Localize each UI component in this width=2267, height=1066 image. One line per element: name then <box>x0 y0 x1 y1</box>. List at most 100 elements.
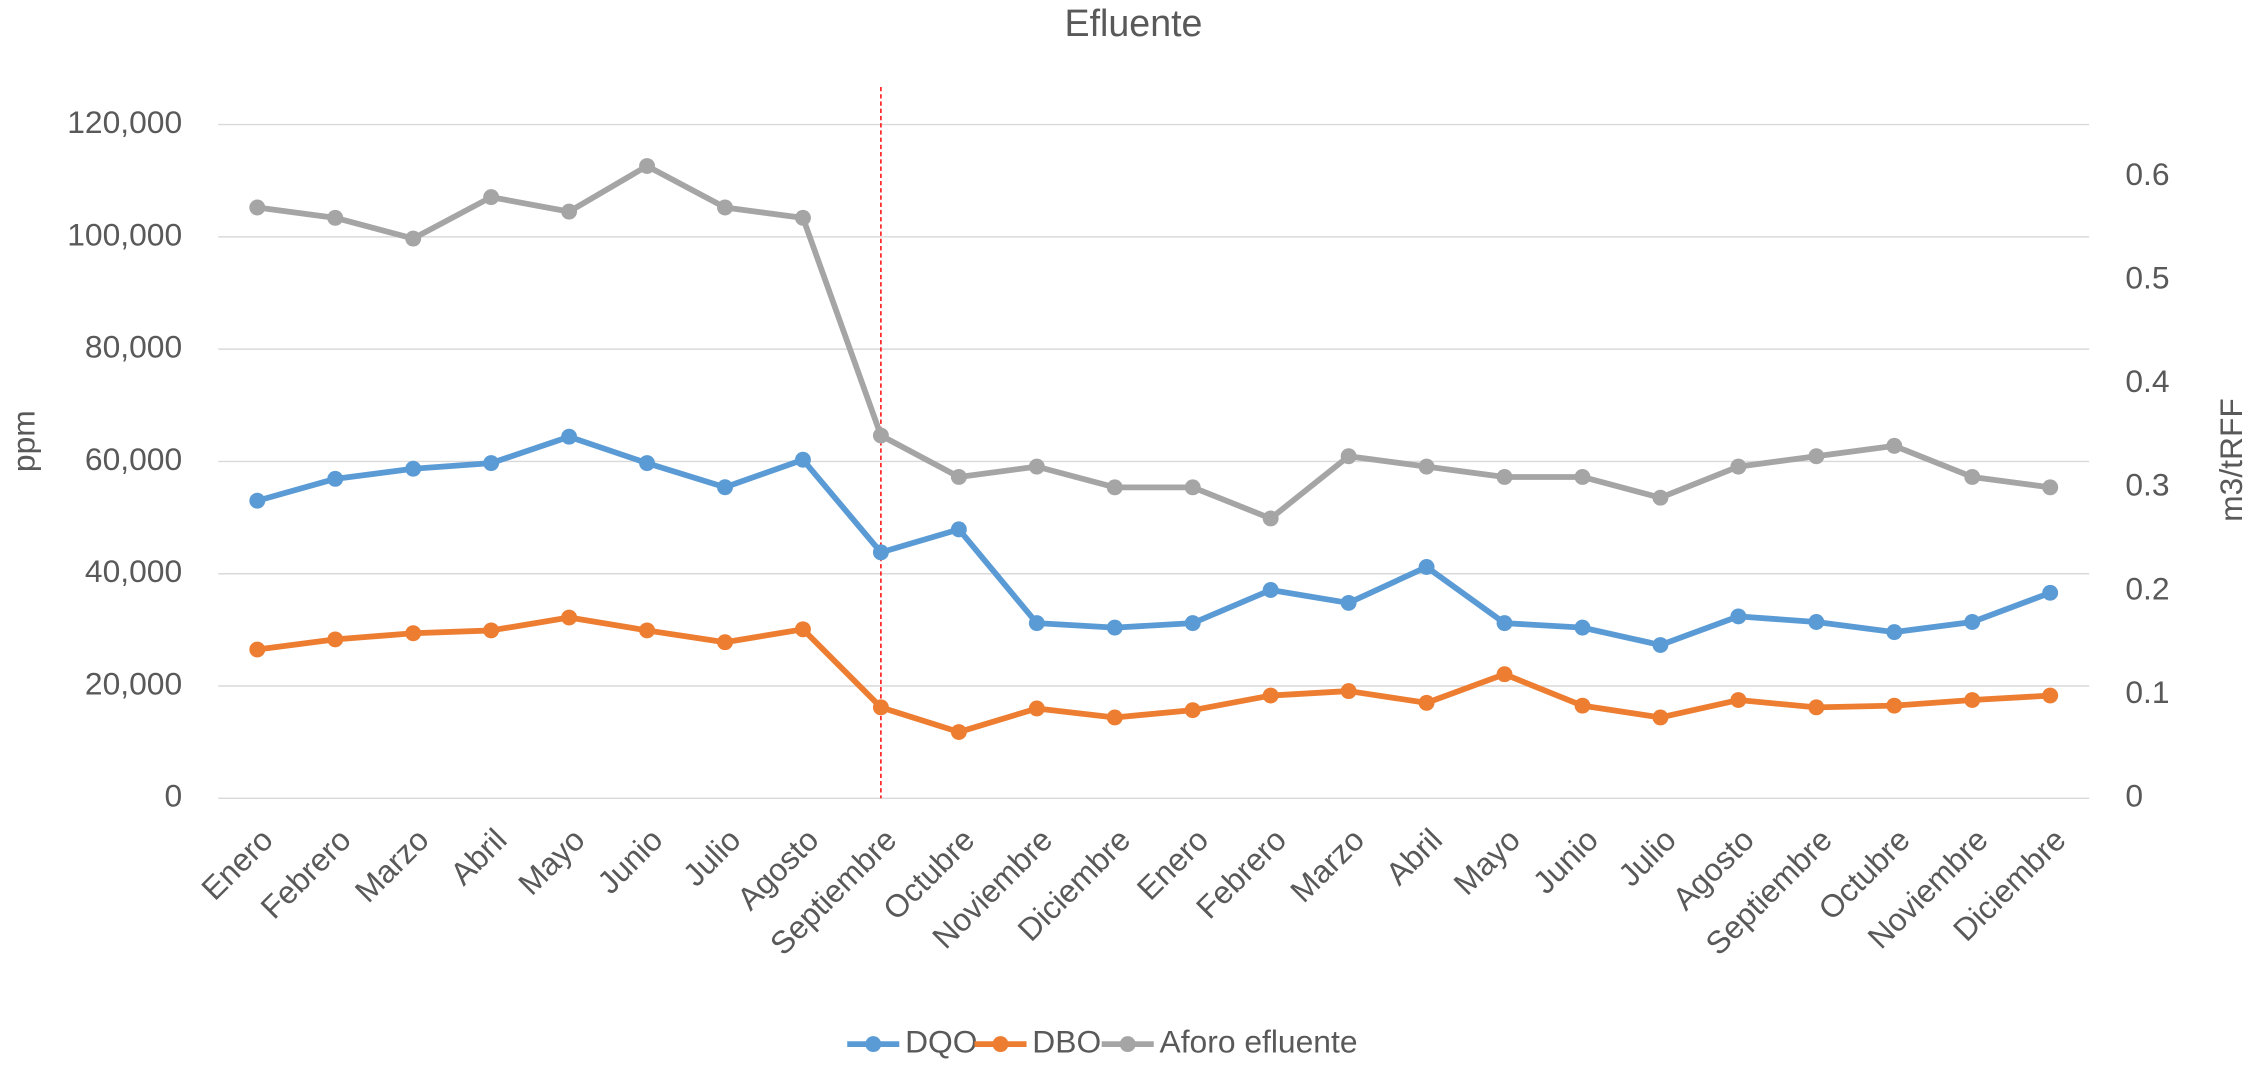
data-point <box>872 427 889 444</box>
y2-tick-label: 0.6 <box>2125 156 2169 192</box>
data-point <box>795 209 811 226</box>
x-tick-label: Abril <box>1379 821 1449 891</box>
data-point <box>2042 479 2059 496</box>
data-point <box>639 622 656 639</box>
series-line <box>256 614 2051 735</box>
data-point <box>1886 624 1903 641</box>
data-point <box>1964 614 1981 630</box>
data-point <box>249 199 266 216</box>
data-point <box>561 609 578 626</box>
x-tick-label: Abril <box>443 821 513 891</box>
data-point <box>249 492 266 509</box>
legend-label: Aforo efluente <box>1160 1023 1358 1059</box>
data-point <box>327 209 344 226</box>
series-line <box>256 433 2052 648</box>
data-point <box>1574 697 1591 714</box>
data-point <box>1106 619 1123 636</box>
data-point <box>1730 608 1747 625</box>
x-tick-label: Julio <box>1611 821 1683 893</box>
data-point <box>1496 666 1513 683</box>
data-point <box>1808 699 1825 716</box>
data-point <box>561 203 578 220</box>
data-point <box>950 724 967 741</box>
series-line <box>256 163 2051 522</box>
x-tick-label: Marzo <box>348 821 436 909</box>
data-point <box>1496 615 1513 632</box>
y-tick-label: 60,000 <box>85 441 182 477</box>
chart-title: Efluente <box>1065 2 1203 44</box>
data-point <box>1808 448 1825 465</box>
data-point <box>1340 594 1357 611</box>
data-point <box>1340 683 1357 700</box>
legend-marker <box>992 1036 1009 1053</box>
data-point <box>1418 458 1435 475</box>
data-point <box>717 634 733 651</box>
x-tick-label: Junio <box>1526 821 1605 900</box>
data-point <box>483 622 500 639</box>
x-tick-label: Mayo <box>511 821 591 901</box>
y2-tick-label: 0.5 <box>2125 259 2169 295</box>
data-point <box>1028 458 1045 475</box>
data-point <box>717 199 733 216</box>
data-point <box>872 699 889 716</box>
data-point <box>1886 697 1903 714</box>
y-axis-label: ppm <box>5 410 41 472</box>
data-point <box>717 479 733 496</box>
data-point <box>1652 709 1669 726</box>
data-point <box>1184 479 1201 496</box>
y2-axis-label: m3/tRFF <box>2213 398 2249 522</box>
data-point <box>1496 469 1513 485</box>
data-point <box>405 625 422 642</box>
data-point <box>795 621 811 638</box>
data-point <box>327 470 344 487</box>
legend-label: DBO <box>1032 1023 1101 1059</box>
data-point <box>249 641 266 658</box>
y-tick-label: 100,000 <box>67 216 182 252</box>
data-point <box>950 469 967 485</box>
data-point <box>950 521 967 538</box>
x-tick-label: Junio <box>590 821 669 900</box>
x-tick-label: Julio <box>676 821 748 893</box>
y-tick-label: 20,000 <box>85 665 182 701</box>
data-point <box>1574 619 1591 636</box>
data-point <box>1730 458 1747 475</box>
legend-marker <box>1119 1036 1136 1053</box>
data-point <box>1262 687 1279 704</box>
data-point <box>2042 687 2059 704</box>
data-point <box>1964 469 1981 485</box>
y-tick-label: 80,000 <box>85 329 182 365</box>
legend-label: DQO <box>905 1023 977 1059</box>
data-point <box>1418 694 1435 711</box>
data-point <box>327 631 344 648</box>
data-point <box>872 544 889 561</box>
data-point <box>1028 615 1045 632</box>
data-point <box>483 455 500 472</box>
y2-tick-label: 0.4 <box>2125 363 2169 399</box>
y2-tick-label: 0.1 <box>2125 674 2169 710</box>
data-point <box>405 460 422 477</box>
data-point <box>1184 702 1201 719</box>
data-point <box>405 230 422 247</box>
data-point <box>1262 582 1279 598</box>
data-point <box>1340 448 1357 465</box>
data-point <box>1730 692 1747 709</box>
data-point <box>1028 700 1045 717</box>
y2-tick-label: 0.3 <box>2125 467 2169 503</box>
y-tick-label: 0 <box>164 778 182 814</box>
data-point <box>639 158 656 174</box>
data-point <box>1808 614 1825 630</box>
data-point <box>1262 510 1279 527</box>
y2-tick-label: 0 <box>2125 778 2143 814</box>
data-point <box>561 428 578 445</box>
data-point <box>639 455 656 472</box>
y-tick-label: 40,000 <box>85 553 182 589</box>
data-point <box>1184 615 1201 632</box>
data-point <box>1574 469 1591 485</box>
legend-marker <box>865 1036 882 1053</box>
data-point <box>1964 692 1981 709</box>
y-tick-label: 120,000 <box>67 104 182 140</box>
data-point <box>1106 709 1123 726</box>
data-point <box>1886 437 1903 454</box>
data-point <box>1652 489 1669 506</box>
